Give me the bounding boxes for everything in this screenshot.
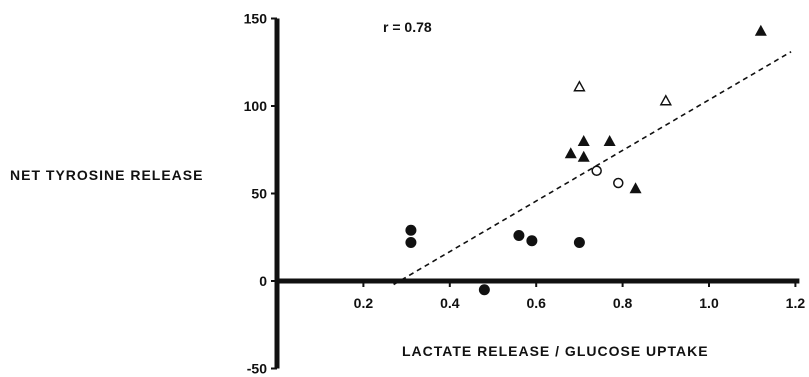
- filled-circle-point: [513, 230, 525, 241]
- x-tick-label: 0.8: [613, 295, 633, 311]
- y-axis-title: NET TYROSINE RELEASE: [10, 167, 203, 183]
- x-tick-label: 1.0: [699, 295, 719, 311]
- y-tick-label: 0: [259, 273, 267, 289]
- axes: [271, 17, 800, 370]
- y-tick-label: -50: [247, 361, 267, 377]
- x-tick-label: 0.4: [440, 295, 460, 311]
- filled-circle-point: [478, 284, 490, 296]
- open-circle-point: [613, 177, 624, 189]
- filled-triangle-point: [754, 24, 767, 36]
- x-tick-label: 0.2: [354, 295, 374, 311]
- open-triangle-point: [573, 80, 586, 92]
- filled-triangle-point: [603, 135, 616, 146]
- y-tick-label: 100: [244, 98, 268, 114]
- open-circle-point: [591, 165, 602, 176]
- regression-line: [393, 51, 792, 286]
- y-tick-label: 150: [244, 11, 268, 27]
- filled-circle-point: [405, 237, 417, 248]
- open-triangle-point: [659, 94, 672, 106]
- filled-circle-point: [526, 235, 538, 247]
- x-tick-label: 0.6: [526, 295, 546, 311]
- filled-triangle-point: [629, 182, 642, 194]
- filled-circle-point: [405, 224, 417, 236]
- x-axis-title: LACTATE RELEASE / GLUCOSE UPTAKE: [402, 343, 709, 359]
- filled-circle-point: [573, 237, 585, 248]
- filled-triangle-point: [577, 135, 590, 146]
- correlation-annotation: r = 0.78: [383, 19, 432, 35]
- x-tick-label: 1.2: [786, 295, 806, 311]
- tick-labels: 0.2 0.4 0.6 0.8 1.0 1.2 -50 0 50 100 150: [244, 11, 806, 377]
- filled-triangle-point: [564, 147, 577, 159]
- filled-triangle-point: [577, 150, 590, 162]
- data-points: [405, 24, 767, 296]
- y-tick-label: 50: [251, 186, 267, 202]
- regression-line-layer: [393, 51, 792, 286]
